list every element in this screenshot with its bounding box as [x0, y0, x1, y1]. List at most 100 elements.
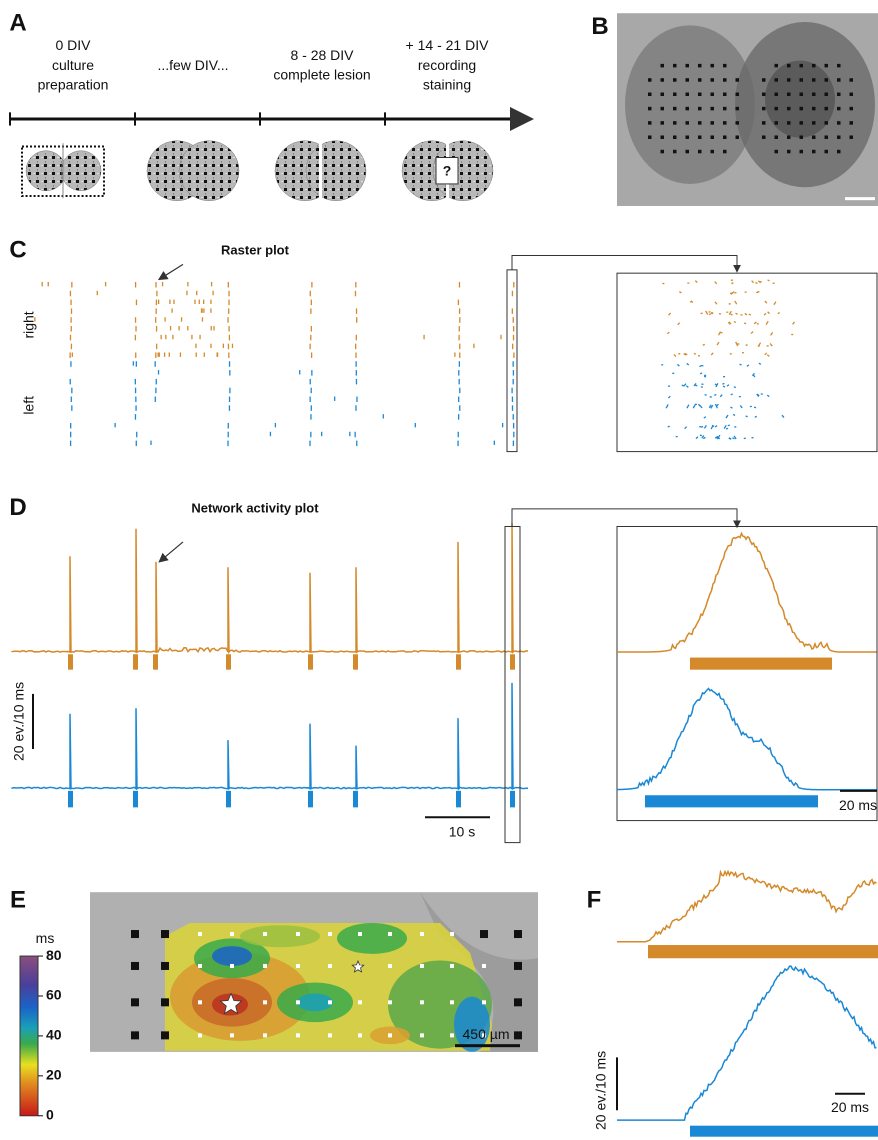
- burst-marker: [510, 654, 515, 670]
- electrode: [723, 106, 727, 111]
- burst-marker: [456, 654, 461, 670]
- electrode: [824, 63, 828, 68]
- zoom-box: [506, 269, 518, 453]
- electrode: [673, 135, 677, 139]
- electrode: [762, 106, 766, 111]
- star: [219, 992, 243, 1015]
- spike: [694, 280, 698, 284]
- question-box: [435, 157, 459, 185]
- activity-trace: [616, 531, 877, 653]
- spike: [764, 352, 768, 356]
- spike: [728, 322, 732, 325]
- electrode: [450, 963, 454, 968]
- electrode: [328, 932, 332, 937]
- spike: [704, 393, 707, 396]
- electrode: [787, 149, 791, 154]
- burst-marker: [68, 654, 73, 670]
- electrode: [296, 1000, 300, 1005]
- electrode: [723, 78, 727, 82]
- text: ...few DIV...: [157, 57, 228, 73]
- electrode: [698, 149, 702, 154]
- text: 20 ev./10 ms: [593, 1051, 609, 1130]
- spike: [714, 281, 718, 285]
- spike: [734, 300, 738, 305]
- spike: [777, 312, 780, 315]
- electrode: [482, 963, 486, 968]
- text: D: [9, 494, 26, 521]
- burst-bar: [690, 657, 832, 670]
- electrode: [660, 63, 664, 68]
- text: 40: [46, 1027, 62, 1043]
- electrode: [673, 121, 677, 125]
- electrode: [710, 63, 714, 68]
- text: 450 µm: [463, 1026, 510, 1042]
- electrode: [263, 932, 267, 937]
- spike: [745, 415, 748, 418]
- spike: [686, 404, 690, 409]
- electrode: [799, 106, 803, 111]
- burst-marker: [510, 790, 515, 808]
- electrode: [723, 135, 727, 139]
- text: E: [10, 886, 26, 913]
- electrode: [648, 106, 652, 111]
- star: [351, 960, 365, 973]
- electrode: [296, 963, 300, 968]
- electrode: [824, 149, 828, 154]
- spike: [755, 282, 758, 284]
- spike: [667, 395, 671, 399]
- spike: [690, 300, 694, 303]
- spike: [763, 312, 767, 316]
- electrode: [685, 78, 689, 82]
- electrode: [514, 1031, 522, 1040]
- electrode: [762, 78, 766, 82]
- electrode: [799, 63, 803, 68]
- electrode: [660, 78, 664, 82]
- spike: [677, 322, 681, 326]
- electrode: [648, 92, 652, 97]
- spike: [773, 301, 777, 306]
- electrode: [837, 78, 841, 82]
- text: C: [9, 236, 26, 263]
- spike: [700, 425, 704, 428]
- electrode: [388, 932, 392, 937]
- spike: [746, 364, 750, 367]
- spike: [739, 363, 742, 366]
- spike: [705, 310, 709, 315]
- electrode: [710, 121, 714, 125]
- electrode: [723, 92, 727, 97]
- spike: [750, 331, 754, 335]
- electrode: [812, 78, 816, 82]
- electrode: [710, 92, 714, 97]
- electrode: [198, 963, 202, 968]
- arrow: [158, 541, 184, 563]
- spike: [715, 436, 719, 440]
- spike: [723, 424, 727, 429]
- electrode: [685, 121, 689, 125]
- arrow: [157, 263, 184, 281]
- electrode: [198, 932, 202, 937]
- spike: [754, 415, 758, 418]
- spike: [744, 291, 747, 294]
- electrode: [358, 1033, 362, 1038]
- spike: [685, 385, 689, 388]
- electrode: [685, 135, 689, 139]
- spike: [684, 426, 688, 430]
- burst-bar: [690, 1125, 878, 1137]
- spike: [730, 393, 733, 396]
- text: 80: [46, 947, 62, 963]
- text: ms: [36, 930, 55, 946]
- electrode: [388, 1000, 392, 1005]
- electrode: [328, 1000, 332, 1005]
- burst-marker: [68, 790, 73, 808]
- electrode: [420, 1033, 424, 1038]
- spike: [714, 403, 719, 409]
- electrode: [849, 78, 853, 82]
- spike: [701, 435, 705, 439]
- tissue: [625, 25, 755, 184]
- electrode: [698, 106, 702, 111]
- text: Raster plot: [221, 243, 290, 258]
- spike: [751, 372, 755, 377]
- spike: [728, 310, 732, 315]
- map-contour: [212, 946, 252, 966]
- electrode: [660, 135, 664, 139]
